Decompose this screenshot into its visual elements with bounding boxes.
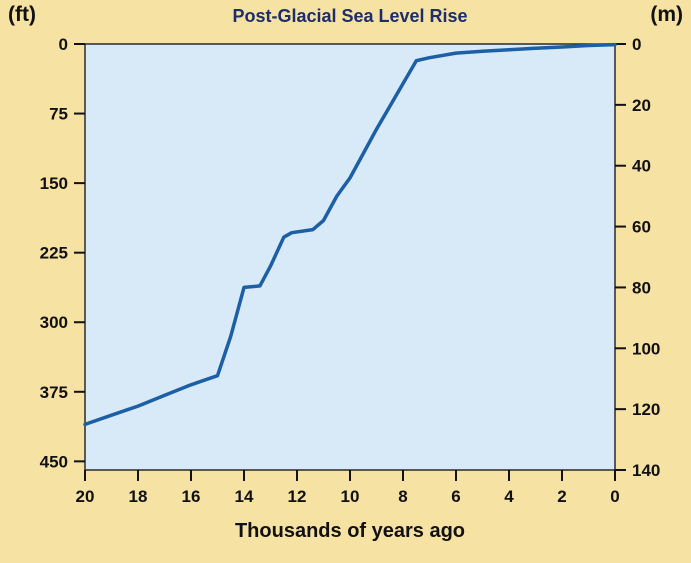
right-tick-label: 140 [632, 461, 660, 480]
right-axis-unit-label: (m) [650, 3, 683, 26]
right-tick-label: 0 [632, 35, 641, 54]
left-axis-unit-label: (ft) [8, 3, 36, 26]
x-tick-label: 8 [398, 487, 407, 506]
left-tick-label: 375 [40, 383, 68, 402]
x-tick-label: 20 [76, 487, 95, 506]
chart-title: Post-Glacial Sea Level Rise [232, 6, 468, 26]
x-tick-label: 6 [451, 487, 460, 506]
x-tick-label: 10 [341, 487, 360, 506]
right-tick-label: 60 [632, 218, 651, 237]
sea-level-series-line [83, 42, 617, 427]
left-tick-label: 0 [59, 35, 68, 54]
right-tick-label: 100 [632, 339, 660, 358]
x-tick-label: 2 [557, 487, 566, 506]
x-tick-label: 18 [129, 487, 148, 506]
right-tick-label: 80 [632, 278, 651, 297]
left-tick-label: 300 [40, 313, 68, 332]
left-tick-label: 75 [49, 105, 68, 124]
x-tick-label: 4 [504, 487, 514, 506]
x-tick-label: 14 [235, 487, 254, 506]
x-tick-label: 16 [182, 487, 201, 506]
x-tick-label: 0 [610, 487, 619, 506]
left-tick-label: 150 [40, 174, 68, 193]
right-tick-label: 120 [632, 400, 660, 419]
plot-area [84, 43, 616, 471]
left-tick-label: 225 [40, 244, 68, 263]
x-axis-title: Thousands of years ago [234, 520, 466, 542]
right-tick-label: 20 [632, 96, 651, 115]
right-tick-label: 40 [632, 157, 651, 176]
x-tick-label: 12 [288, 487, 307, 506]
left-tick-label: 450 [40, 452, 68, 471]
